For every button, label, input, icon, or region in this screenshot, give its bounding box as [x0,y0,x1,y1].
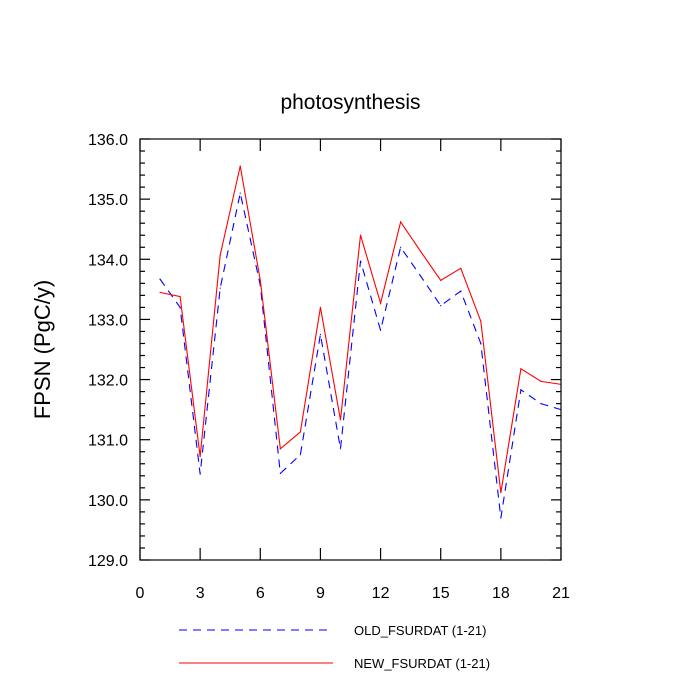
x-tick-label: 0 [136,585,145,602]
x-tick-label: 18 [492,585,510,602]
x-tick-label: 6 [256,585,265,602]
data-point [420,275,422,277]
x-tick-label: 3 [196,585,205,602]
data-point [379,302,382,304]
y-tick-label: 133.0 [88,312,128,329]
data-point [540,403,542,405]
data-point [500,517,502,519]
data-point [480,342,482,345]
data-point [279,448,281,450]
series-layer [159,165,562,519]
y-tick-label: 130.0 [88,493,128,510]
x-tick-label: 12 [372,585,390,602]
legend: OLD_FSURDAT (1-21) NEW_FSURDAT (1-21) [179,623,490,671]
y-tick-label: 134.0 [88,252,128,269]
data-point [480,320,482,322]
data-point [199,455,201,458]
data-point [279,472,281,474]
y-tick-label: 129.0 [88,553,128,570]
data-point [319,306,322,308]
data-point [460,267,462,269]
data-point [159,291,161,293]
data-point [159,278,161,280]
data-point [339,448,342,450]
legend-label-old-fsurdat: OLD_FSURDAT (1-21) [354,623,486,638]
data-point [540,380,542,382]
y-tick-label: 132.0 [88,373,128,390]
x-tick-label: 15 [432,585,450,602]
data-point [520,368,522,370]
data-point [319,333,322,336]
data-point [400,246,402,248]
x-tick-label: 9 [316,585,325,602]
x-tick-label: 21 [552,585,570,602]
data-point [520,389,522,391]
data-point [500,492,502,494]
data-point [259,279,261,281]
chart-title: photosynthesis [280,91,420,114]
data-point [420,250,422,253]
data-point [460,290,462,292]
data-point [440,279,442,281]
data-point [379,329,382,331]
data-point [359,260,362,262]
data-point [400,221,402,223]
data-point [179,295,181,298]
data-point [199,473,201,475]
y-tick-label: 135.0 [88,192,128,209]
axis-ticks: 0 3 6 9 12 15 18 21 129.0 130.0 131.0 132.0 133.0 134… [88,132,570,602]
y-axis-label: FPSN (PgC/y) [30,280,55,419]
data-point [219,287,221,289]
data-point [179,306,181,308]
plot-frame [139,138,562,561]
data-point [299,431,301,433]
series-line-old-fsurdat [159,193,562,518]
data-point [219,254,221,256]
legend-label-new-fsurdat: NEW_FSURDAT (1-21) [354,656,490,671]
data-point [239,192,241,194]
data-point [299,454,301,456]
data-point [239,165,241,167]
y-tick-label: 131.0 [88,433,128,450]
data-point [359,234,362,236]
data-point [440,304,442,307]
series-line-new-fsurdat [159,165,562,493]
data-point [339,419,342,421]
y-tick-label: 136.0 [88,132,128,149]
